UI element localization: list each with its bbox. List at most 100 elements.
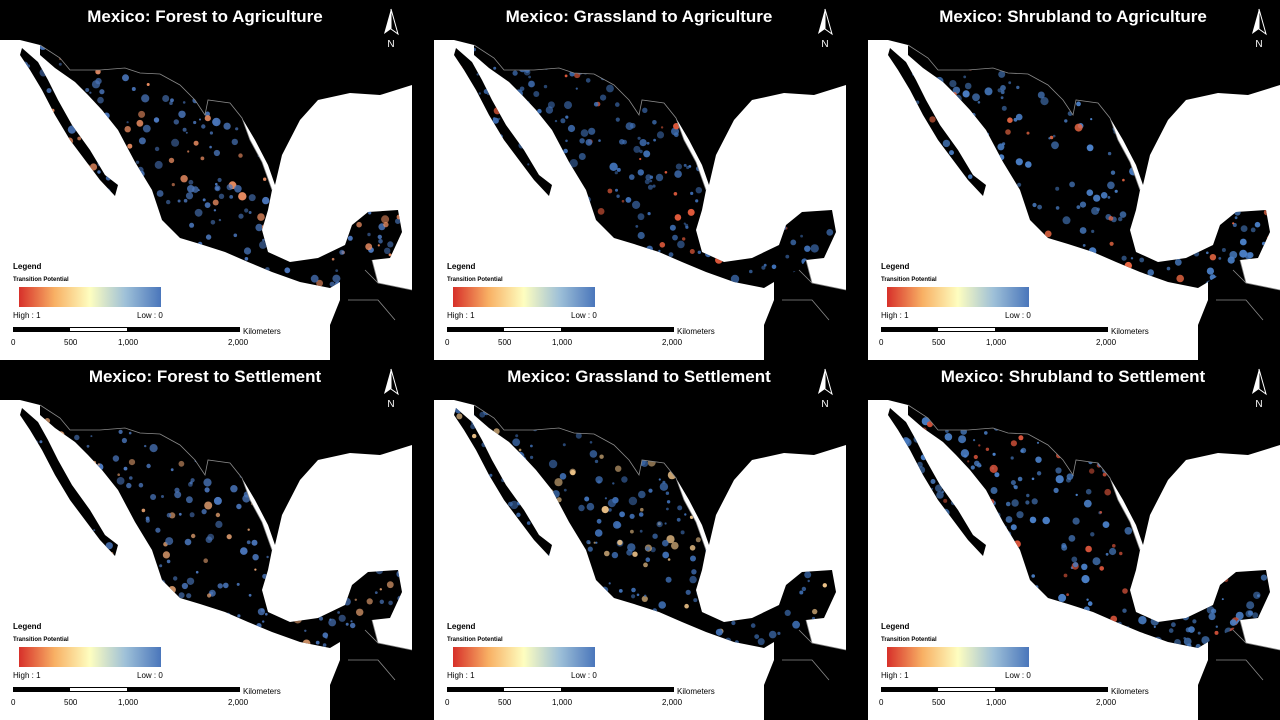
scale-unit: Kilometers: [1111, 327, 1149, 336]
scale-bar-segment: [504, 328, 561, 331]
north-arrow-icon: N: [818, 8, 833, 50]
scale-tick-label: 2,000: [1096, 698, 1117, 707]
map-panel: Mexico: Forest to Agriculture N Legend Tran…: [0, 0, 412, 360]
map-panel: Mexico: Shrubland to Agriculture N Legend T…: [868, 0, 1280, 360]
legend-subtitle: Transition Potential: [447, 637, 503, 643]
legend-title: Legend: [881, 622, 910, 631]
legend-low-label: Low : 0: [571, 671, 597, 680]
map-panel: Mexico: Forest to Settlement N Legend Trans…: [0, 360, 412, 720]
scale-tick-label: 500: [64, 338, 78, 347]
scale-tick-label: 500: [932, 698, 946, 707]
map-title: Mexico: Grassland to Settlement: [507, 367, 771, 386]
north-label: N: [387, 399, 394, 410]
map-panel: Mexico: Shrubland to Settlement N Legend Tr…: [868, 360, 1280, 720]
map-title: Mexico: Shrubland to Agriculture: [939, 7, 1207, 26]
scale-tick-label: 500: [498, 698, 512, 707]
color-ramp: [19, 287, 161, 307]
scale-tick-label: 0: [11, 338, 16, 347]
scale-tick-label: 0: [445, 338, 450, 347]
scale-tick-label: 1,000: [552, 698, 573, 707]
scale-bar-segment: [504, 688, 561, 691]
scale-tick-label: 1,000: [986, 338, 1007, 347]
legend-high-label: High : 1: [881, 671, 909, 680]
legend-low-label: Low : 0: [571, 311, 597, 320]
map-panel: Mexico: Grassland to Settlement N Legend Tr…: [434, 360, 846, 720]
scale-tick-label: 500: [64, 698, 78, 707]
scale-tick-label: 0: [11, 698, 16, 707]
legend-subtitle: Transition Potential: [447, 277, 503, 283]
legend-subtitle: Transition Potential: [881, 637, 937, 643]
map-panel: Mexico: Grassland to Agriculture N Legend T…: [434, 0, 846, 360]
scale-tick-label: 2,000: [228, 338, 249, 347]
scale-unit: Kilometers: [677, 327, 715, 336]
legend-low-label: Low : 0: [137, 671, 163, 680]
scale-tick-label: 1,000: [552, 338, 573, 347]
legend-title: Legend: [447, 622, 476, 631]
scale-unit: Kilometers: [243, 687, 281, 696]
north-label: N: [821, 399, 828, 410]
scale-tick-label: 2,000: [228, 698, 249, 707]
color-ramp: [453, 287, 595, 307]
map-image: [434, 0, 846, 360]
north-arrow-icon: N: [818, 368, 833, 410]
scale-tick-label: 2,000: [662, 698, 683, 707]
legend-high-label: High : 1: [13, 671, 41, 680]
scale-tick-label: 0: [445, 698, 450, 707]
scale-bar: [447, 687, 674, 692]
scale-tick-label: 500: [498, 338, 512, 347]
legend-high-label: High : 1: [447, 671, 475, 680]
map-image: [868, 360, 1280, 720]
scale-unit: Kilometers: [243, 327, 281, 336]
legend-low-label: Low : 0: [1005, 671, 1031, 680]
scale-tick-label: 0: [879, 338, 884, 347]
scale-bar: [881, 327, 1108, 332]
scale-unit: Kilometers: [1111, 687, 1149, 696]
scale-bar: [447, 327, 674, 332]
north-arrow-icon: N: [1252, 368, 1267, 410]
map-title: Mexico: Forest to Settlement: [88, 367, 322, 386]
north-label: N: [387, 39, 394, 50]
scale-bar: [13, 687, 240, 692]
legend-title: Legend: [447, 262, 476, 271]
scale-tick-label: 1,000: [986, 698, 1007, 707]
north-label: N: [821, 39, 828, 50]
map-image: [0, 360, 412, 720]
legend-high-label: High : 1: [13, 311, 41, 320]
legend-low-label: Low : 0: [137, 311, 163, 320]
scale-bar-segment: [938, 328, 995, 331]
north-label: N: [1255, 39, 1262, 50]
scale-tick-label: 1,000: [118, 698, 139, 707]
color-ramp: [887, 287, 1029, 307]
scale-tick-label: 2,000: [1096, 338, 1117, 347]
north-arrow-icon: N: [1252, 8, 1267, 50]
scale-bar-segment: [938, 688, 995, 691]
legend-subtitle: Transition Potential: [13, 277, 69, 283]
legend-low-label: Low : 0: [1005, 311, 1031, 320]
scale-tick-label: 1,000: [118, 338, 139, 347]
scale-tick-label: 2,000: [662, 338, 683, 347]
color-ramp: [453, 647, 595, 667]
legend-title: Legend: [13, 262, 42, 271]
scale-bar-segment: [70, 328, 127, 331]
legend-subtitle: Transition Potential: [881, 277, 937, 283]
scale-tick-label: 0: [879, 698, 884, 707]
map-title: Mexico: Forest to Agriculture: [87, 7, 323, 26]
map-image: [868, 0, 1280, 360]
north-label: N: [1255, 399, 1262, 410]
north-arrow-icon: N: [384, 8, 399, 50]
color-ramp: [887, 647, 1029, 667]
color-ramp: [19, 647, 161, 667]
legend-high-label: High : 1: [881, 311, 909, 320]
scale-bar-segment: [70, 688, 127, 691]
north-arrow-icon: N: [384, 368, 399, 410]
map-title: Mexico: Grassland to Agriculture: [505, 7, 773, 26]
scale-bar: [881, 687, 1108, 692]
legend-subtitle: Transition Potential: [13, 637, 69, 643]
scale-bar: [13, 327, 240, 332]
map-title: Mexico: Shrubland to Settlement: [940, 367, 1206, 386]
scale-unit: Kilometers: [677, 687, 715, 696]
legend-title: Legend: [881, 262, 910, 271]
legend-high-label: High : 1: [447, 311, 475, 320]
scale-tick-label: 500: [932, 338, 946, 347]
